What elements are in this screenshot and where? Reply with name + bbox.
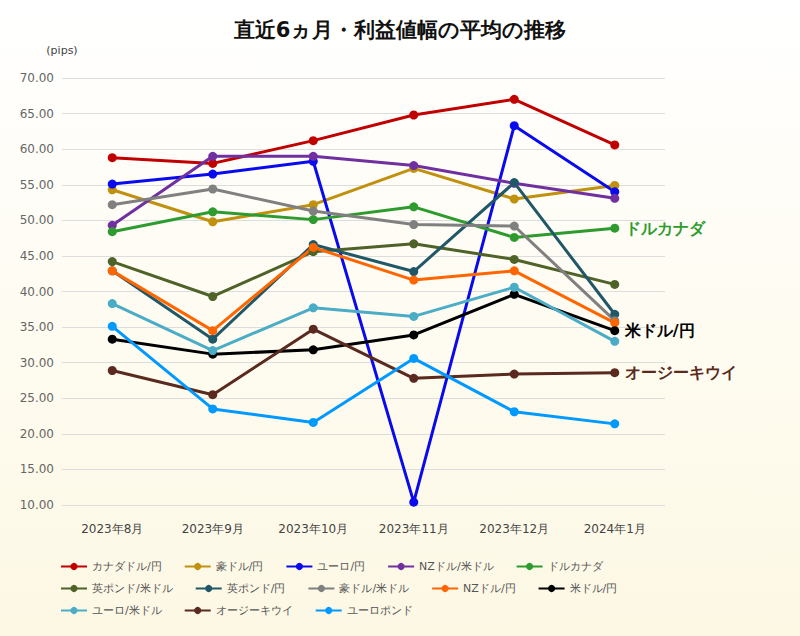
- svg-text:2023年9月: 2023年9月: [182, 522, 244, 536]
- svg-text:ドルカナダ: ドルカナダ: [625, 219, 706, 238]
- svg-text:米ドル/円: 米ドル/円: [570, 582, 618, 595]
- svg-text:2023年10月: 2023年10月: [278, 522, 348, 536]
- svg-text:オージーキウイ: オージーキウイ: [625, 363, 737, 382]
- svg-text:2023年8月: 2023年8月: [81, 522, 143, 536]
- svg-text:カナダドル/円: カナダドル/円: [92, 560, 162, 573]
- svg-text:豪ドル/円: 豪ドル/円: [216, 560, 264, 573]
- svg-text:40.00: 40.00: [20, 285, 54, 299]
- svg-text:70.00: 70.00: [20, 71, 54, 85]
- svg-text:25.00: 25.00: [20, 391, 54, 405]
- svg-text:60.00: 60.00: [20, 142, 54, 156]
- svg-text:米ドル/円: 米ドル/円: [624, 321, 695, 340]
- svg-text:NZドル/円: NZドル/円: [463, 582, 515, 595]
- svg-text:(pips): (pips): [46, 44, 77, 57]
- svg-text:10.00: 10.00: [20, 498, 54, 512]
- svg-text:英ポンド/円: 英ポンド/円: [227, 582, 286, 595]
- svg-text:ユーロポンド: ユーロポンド: [347, 604, 413, 617]
- svg-text:55.00: 55.00: [20, 178, 54, 192]
- svg-text:NZドル/米ドル: NZドル/米ドル: [419, 560, 493, 573]
- svg-text:30.00: 30.00: [20, 356, 54, 370]
- svg-text:英ポンド/米ドル: 英ポンド/米ドル: [92, 582, 173, 595]
- svg-text:豪ドル/米ドル: 豪ドル/米ドル: [339, 582, 409, 595]
- svg-text:20.00: 20.00: [20, 427, 54, 441]
- svg-text:35.00: 35.00: [20, 320, 54, 334]
- svg-text:ユーロ/円: ユーロ/円: [317, 560, 365, 573]
- svg-text:ユーロ/米ドル: ユーロ/米ドル: [92, 604, 162, 617]
- svg-text:ドルカナダ: ドルカナダ: [548, 560, 604, 573]
- svg-text:2023年11月: 2023年11月: [379, 522, 449, 536]
- svg-text:2023年12月: 2023年12月: [479, 522, 549, 536]
- svg-text:直近6ヵ月・利益値幅の平均の推移: 直近6ヵ月・利益値幅の平均の推移: [233, 18, 567, 42]
- svg-text:50.00: 50.00: [20, 213, 54, 227]
- svg-text:15.00: 15.00: [20, 462, 54, 476]
- svg-text:65.00: 65.00: [20, 107, 54, 121]
- svg-text:45.00: 45.00: [20, 249, 54, 263]
- svg-text:オージーキウイ: オージーキウイ: [216, 604, 293, 617]
- svg-text:2024年1月: 2024年1月: [584, 522, 646, 536]
